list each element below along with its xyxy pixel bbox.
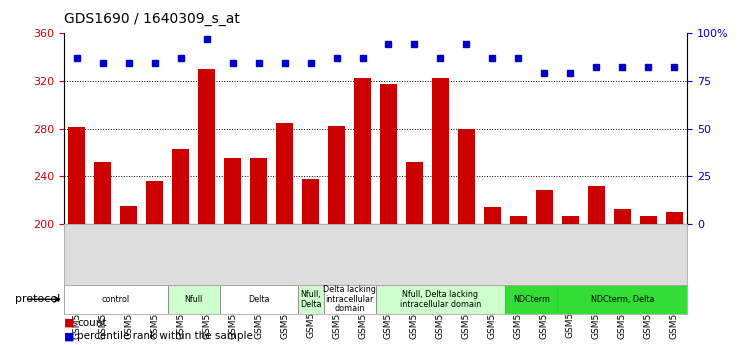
Bar	[120, 206, 137, 224]
Text: Delta lacking
intracellular
domain: Delta lacking intracellular domain	[323, 285, 376, 314]
Bar	[562, 216, 579, 224]
Bar	[172, 149, 189, 224]
Text: percentile rank within the sample: percentile rank within the sample	[77, 332, 253, 341]
Text: protocol: protocol	[15, 294, 60, 304]
Bar	[198, 69, 215, 224]
Text: ■: ■	[64, 318, 74, 327]
Text: NDCterm, Delta: NDCterm, Delta	[590, 295, 654, 304]
Bar	[588, 186, 605, 224]
Bar	[376, 285, 505, 314]
Text: count: count	[77, 318, 107, 327]
Bar	[250, 158, 267, 224]
Text: Nfull, Delta lacking
intracellular domain: Nfull, Delta lacking intracellular domai…	[400, 290, 481, 309]
Text: GDS1690 / 1640309_s_at: GDS1690 / 1640309_s_at	[64, 12, 240, 26]
Bar	[536, 189, 553, 224]
Bar	[64, 285, 167, 314]
Bar	[640, 216, 656, 224]
Bar	[219, 285, 297, 314]
Bar	[328, 126, 345, 224]
Bar	[302, 179, 319, 224]
Bar	[432, 78, 449, 224]
Bar	[95, 162, 111, 224]
Bar	[406, 162, 423, 224]
Text: NDCterm: NDCterm	[513, 295, 550, 304]
Bar	[276, 122, 293, 224]
Bar	[458, 128, 475, 224]
Bar	[614, 209, 631, 224]
Bar	[167, 285, 219, 314]
Bar	[297, 285, 324, 314]
Bar	[484, 207, 501, 224]
Text: ■: ■	[64, 332, 74, 341]
Text: Delta: Delta	[248, 295, 270, 304]
Bar	[505, 285, 557, 314]
Bar	[68, 127, 86, 224]
Bar	[225, 158, 241, 224]
Bar	[665, 212, 683, 224]
Text: control: control	[101, 295, 130, 304]
Text: Nfull,
Delta: Nfull, Delta	[300, 290, 321, 309]
Bar	[146, 181, 163, 224]
Bar	[354, 78, 371, 224]
Bar	[510, 216, 526, 224]
Text: Nfull: Nfull	[185, 295, 203, 304]
Bar	[380, 84, 397, 224]
Bar	[557, 285, 687, 314]
Bar	[324, 285, 376, 314]
